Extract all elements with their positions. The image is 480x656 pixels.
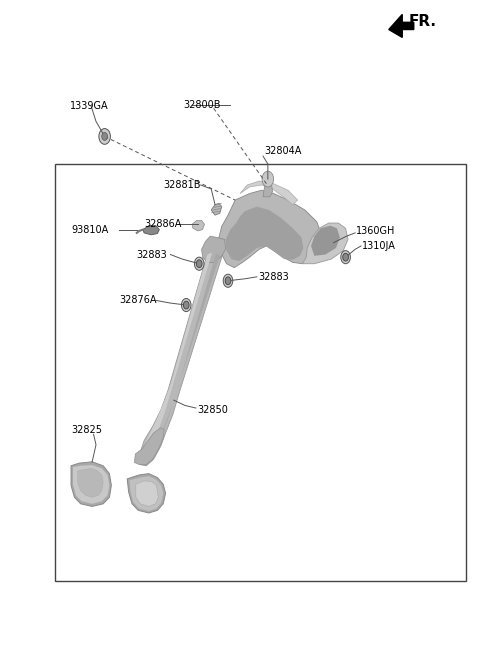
- Text: 32886A: 32886A: [144, 219, 181, 230]
- Polygon shape: [263, 178, 273, 197]
- Circle shape: [223, 274, 233, 287]
- Circle shape: [183, 301, 189, 309]
- Polygon shape: [130, 476, 163, 511]
- Polygon shape: [127, 474, 166, 513]
- Circle shape: [226, 277, 230, 284]
- Polygon shape: [311, 226, 340, 256]
- Polygon shape: [202, 236, 226, 262]
- Text: 1339GA: 1339GA: [70, 101, 108, 112]
- Text: 1310JA: 1310JA: [362, 241, 396, 251]
- Text: FR.: FR.: [409, 14, 437, 29]
- Circle shape: [225, 277, 231, 285]
- Text: 32800B: 32800B: [183, 100, 221, 110]
- Polygon shape: [211, 203, 222, 215]
- Text: 32804A: 32804A: [264, 146, 301, 156]
- Polygon shape: [71, 462, 111, 506]
- Text: 32883: 32883: [258, 272, 289, 282]
- Circle shape: [194, 257, 204, 270]
- Polygon shape: [143, 226, 159, 235]
- Text: 32883: 32883: [137, 249, 168, 260]
- Text: 93810A: 93810A: [71, 224, 108, 235]
- Polygon shape: [192, 220, 204, 231]
- Polygon shape: [139, 251, 222, 466]
- Circle shape: [196, 260, 202, 268]
- Circle shape: [102, 133, 108, 140]
- Polygon shape: [240, 181, 298, 205]
- Circle shape: [197, 260, 202, 267]
- Polygon shape: [142, 253, 212, 458]
- Circle shape: [181, 298, 191, 312]
- Text: 32850: 32850: [198, 405, 228, 415]
- Polygon shape: [134, 428, 164, 464]
- Polygon shape: [226, 207, 303, 261]
- Polygon shape: [389, 14, 414, 37]
- Circle shape: [343, 254, 348, 260]
- Polygon shape: [73, 465, 109, 504]
- Text: 32876A: 32876A: [119, 295, 156, 306]
- Polygon shape: [218, 190, 322, 268]
- Circle shape: [99, 129, 110, 144]
- Circle shape: [184, 302, 189, 308]
- Polygon shape: [78, 468, 103, 497]
- Circle shape: [262, 171, 274, 187]
- Polygon shape: [136, 481, 158, 506]
- Bar: [55, 164, 466, 581]
- Circle shape: [341, 251, 350, 264]
- Text: 32881B: 32881B: [163, 180, 201, 190]
- Text: 32825: 32825: [71, 424, 102, 435]
- Polygon shape: [302, 223, 348, 264]
- Text: 1360GH: 1360GH: [356, 226, 396, 236]
- Polygon shape: [148, 253, 220, 462]
- Circle shape: [343, 253, 348, 261]
